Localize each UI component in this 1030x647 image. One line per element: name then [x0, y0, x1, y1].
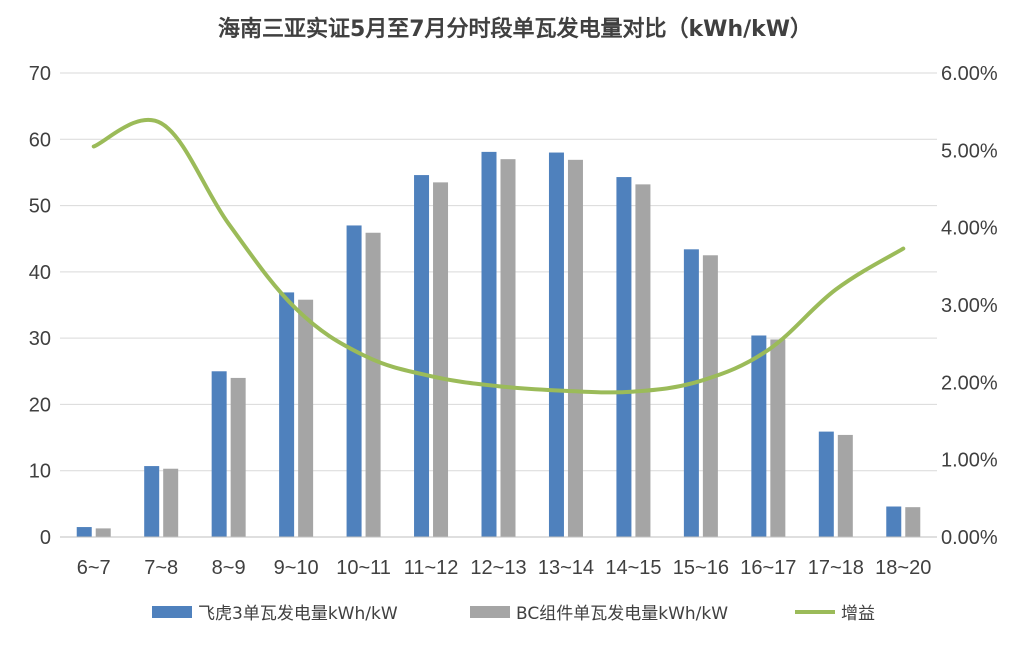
chart-title: 海南三亚实证5月至7月分时段单瓦发电量对比（kWh/kW）	[218, 16, 812, 42]
y-left-tick-label: 70	[29, 63, 51, 85]
bars	[76, 151, 921, 538]
bar-feihu3	[751, 335, 767, 537]
bar-bc-module	[837, 434, 853, 537]
y-left-tick-label: 20	[29, 394, 51, 416]
y-right-tick-label: 1.00%	[941, 450, 998, 472]
bar-bc-module	[702, 255, 718, 538]
bar-feihu3	[481, 151, 497, 537]
axes: 0 10 20 30 40 50 60 70 0.00% 1.00% 2.00% 3.00% 4.00%…	[29, 63, 998, 579]
bar-feihu3	[211, 371, 227, 537]
x-tick-label: 7~8	[144, 557, 178, 579]
bar-feihu3	[683, 249, 699, 537]
y-left-tick-label: 40	[29, 262, 51, 284]
x-tick-label: 6~7	[77, 557, 111, 579]
y-right-tick-label: 2.00%	[941, 372, 998, 394]
x-tick-label: 13~14	[538, 557, 594, 579]
bar-feihu3	[144, 466, 160, 537]
y-left-tick-label: 60	[29, 129, 51, 151]
y-right-tick-label: 0.00%	[941, 527, 998, 549]
legend: 飞虎3单瓦发电量kWh/kW BC组件单瓦发电量kWh/kW 增益	[152, 604, 875, 624]
y-left-tick-label: 0	[40, 527, 51, 549]
gridlines	[60, 72, 937, 538]
x-tick-label: 10~11	[336, 557, 391, 579]
bar-bc-module	[163, 468, 179, 537]
bar-feihu3	[886, 506, 902, 537]
bar-bc-module	[298, 299, 314, 537]
legend-item-gain-label: 增益	[841, 604, 875, 624]
y-right-tick-label: 3.00%	[941, 295, 998, 317]
x-tick-label: 16~17	[740, 557, 796, 579]
x-tick-label: 14~15	[605, 557, 661, 579]
bar-bc-module	[95, 528, 111, 537]
bar-bc-module	[567, 159, 583, 537]
y-right-tick-label: 4.00%	[941, 218, 998, 240]
y-left-tick-label: 50	[29, 196, 51, 218]
bar-bc-module	[635, 184, 651, 538]
legend-item-feihu3-swatch	[152, 606, 192, 618]
gain-line-path	[91, 117, 906, 395]
bar-bc-module	[230, 377, 246, 537]
legend-item-bc-module-swatch	[470, 606, 510, 618]
x-tick-label: 12~13	[470, 557, 526, 579]
x-tick-label: 9~10	[274, 557, 319, 579]
gain-line	[91, 117, 906, 395]
legend-item-bc-module-label: BC组件单瓦发电量kWh/kW	[516, 604, 728, 624]
y-left-tick-label: 30	[29, 328, 51, 350]
y-left-tick-label: 10	[29, 461, 51, 483]
bar-bc-module	[433, 182, 449, 537]
bar-feihu3	[346, 225, 362, 537]
x-tick-label: 11~12	[404, 557, 459, 579]
x-tick-label: 15~16	[673, 557, 729, 579]
x-tick-label: 8~9	[212, 557, 246, 579]
bar-feihu3	[616, 177, 632, 537]
bar-bc-module	[500, 159, 516, 537]
x-tick-label: 18~20	[875, 557, 931, 579]
bar-bc-module	[365, 232, 381, 537]
bar-feihu3	[76, 527, 92, 537]
y-right-tick-label: 6.00%	[941, 63, 998, 85]
bar-bc-module	[770, 339, 786, 537]
legend-item-feihu3-label: 飞虎3单瓦发电量kWh/kW	[198, 604, 398, 624]
bar-feihu3	[279, 292, 295, 537]
bar-feihu3	[548, 152, 564, 538]
bar-feihu3	[818, 431, 834, 537]
bar-feihu3	[414, 175, 430, 537]
x-tick-label: 17~18	[808, 557, 864, 579]
bar-bc-module	[905, 507, 921, 537]
y-right-tick-label: 5.00%	[941, 140, 998, 162]
